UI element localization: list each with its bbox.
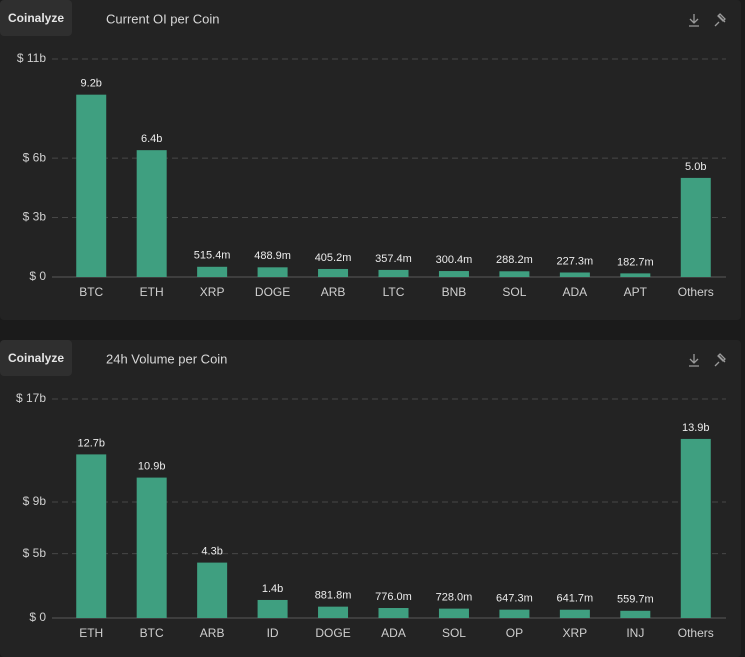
chart-title: 24h Volume per Coin xyxy=(106,351,227,366)
value-label: 405.2m xyxy=(315,252,352,264)
value-label: 182.7m xyxy=(617,256,654,268)
brand-label[interactable]: Coinalyze xyxy=(8,351,64,365)
panel: Coinalyze Current OI per Coin xyxy=(0,0,741,320)
y-tick-label: $ 5b xyxy=(23,546,47,560)
value-label: 300.4m xyxy=(436,254,473,266)
x-tick-label: OP xyxy=(506,626,523,640)
value-label: 4.3b xyxy=(201,546,222,558)
value-label: 13.9b xyxy=(682,422,710,434)
x-tick-label: DOGE xyxy=(255,285,290,299)
bar xyxy=(76,94,107,277)
bar xyxy=(76,454,107,618)
brand-badge[interactable] xyxy=(0,340,72,376)
x-tick-label: BTC xyxy=(79,285,103,299)
bar xyxy=(197,562,228,618)
y-tick-label: $ 0 xyxy=(29,269,46,283)
bar xyxy=(680,438,711,618)
bar xyxy=(257,599,288,618)
value-label: 6.4b xyxy=(141,133,162,145)
x-tick-label: ARB xyxy=(200,626,225,640)
brand-badge[interactable] xyxy=(0,0,72,36)
bar xyxy=(438,271,469,277)
bar xyxy=(620,610,651,618)
bar xyxy=(318,268,349,277)
download-icon[interactable] xyxy=(689,14,699,27)
value-label: 10.9b xyxy=(138,460,166,472)
value-label: 288.2m xyxy=(496,254,533,266)
bar xyxy=(680,177,711,277)
x-tick-label: ID xyxy=(267,626,279,640)
value-label: 559.7m xyxy=(617,594,654,606)
y-tick-label: $ 9b xyxy=(23,494,47,508)
x-tick-label: XRP xyxy=(563,626,588,640)
x-tick-label: Others xyxy=(678,285,714,299)
pin-icon[interactable] xyxy=(714,353,726,367)
bar xyxy=(559,272,590,277)
value-label: 728.0m xyxy=(436,592,473,604)
value-label: 12.7b xyxy=(77,437,105,449)
panel: Coinalyze 24h Volume per Coin xyxy=(0,340,741,657)
x-tick-label: INJ xyxy=(626,626,644,640)
value-label: 9.2b xyxy=(81,78,102,90)
value-label: 488.9m xyxy=(254,250,291,262)
value-label: 647.3m xyxy=(496,593,533,605)
y-tick-label: $ 0 xyxy=(29,610,46,624)
x-tick-label: XRP xyxy=(200,285,225,299)
bar xyxy=(136,150,167,277)
panel-bg xyxy=(0,0,741,320)
value-label: 5.0b xyxy=(685,161,706,173)
x-tick-label: BTC xyxy=(140,626,164,640)
x-tick-label: SOL xyxy=(502,285,526,299)
bar xyxy=(378,608,409,618)
x-tick-label: APT xyxy=(624,285,648,299)
y-tick-label: $ 17b xyxy=(16,391,46,405)
x-tick-label: ETH xyxy=(140,285,164,299)
bar xyxy=(559,609,590,618)
bar xyxy=(318,606,349,618)
bar xyxy=(136,477,167,618)
x-tick-label: LTC xyxy=(383,285,405,299)
bar xyxy=(499,271,530,277)
value-label: 227.3m xyxy=(557,255,594,267)
value-label: 641.7m xyxy=(557,593,594,605)
chart-title: Current OI per Coin xyxy=(106,11,219,26)
x-tick-label: Others xyxy=(678,626,714,640)
y-tick-label: $ 11b xyxy=(17,51,46,65)
pin-icon[interactable] xyxy=(714,13,726,27)
value-label: 515.4m xyxy=(194,250,231,262)
y-tick-label: $ 3b xyxy=(23,210,47,224)
x-tick-label: ETH xyxy=(79,626,103,640)
bar xyxy=(620,273,651,277)
x-tick-label: ADA xyxy=(381,626,406,640)
x-tick-label: ADA xyxy=(563,285,588,299)
value-label: 357.4m xyxy=(375,253,412,265)
download-icon[interactable] xyxy=(689,354,699,367)
bar xyxy=(257,267,288,277)
brand-label[interactable]: Coinalyze xyxy=(8,11,64,25)
x-tick-label: DOGE xyxy=(315,626,350,640)
bar xyxy=(197,266,228,277)
bar xyxy=(378,269,409,277)
x-tick-label: SOL xyxy=(442,626,466,640)
value-label: 1.4b xyxy=(262,583,283,595)
value-label: 776.0m xyxy=(375,591,412,603)
y-tick-label: $ 6b xyxy=(23,150,47,164)
bar xyxy=(499,609,530,618)
bar xyxy=(438,608,469,618)
x-tick-label: ARB xyxy=(321,285,346,299)
x-tick-label: BNB xyxy=(442,285,467,299)
value-label: 881.8m xyxy=(315,590,352,602)
panel-bg xyxy=(0,340,741,657)
